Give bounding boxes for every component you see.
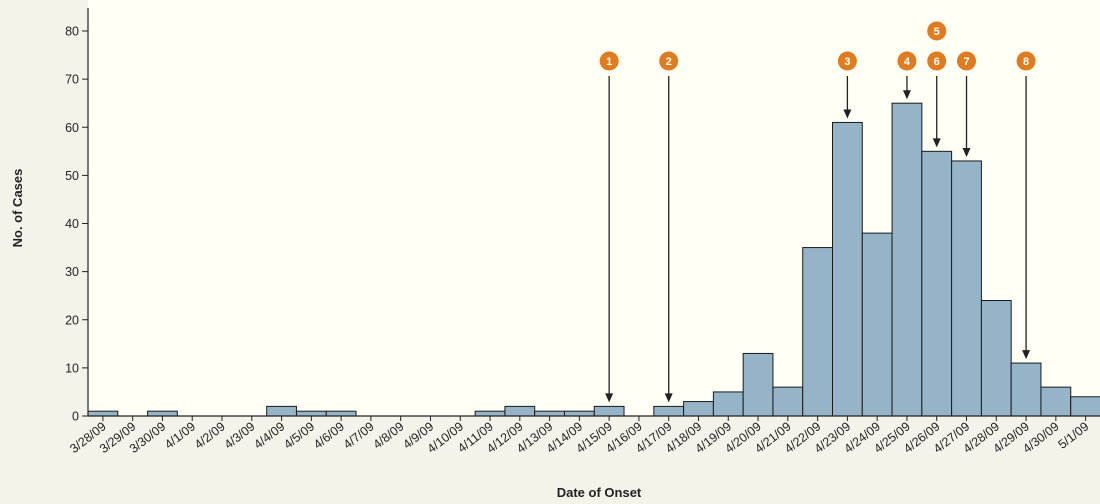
marker-label-6: 6 [934,56,940,68]
axes-group [82,8,1100,421]
marker-arrowhead-6 [932,138,941,148]
x-tick-label-4/8/09: 4/8/09 [371,419,407,451]
marker-arrowhead-1 [605,393,614,403]
marker-4 [897,51,917,71]
marker-label-2: 2 [666,56,672,68]
bar-4/25/09 [891,102,923,417]
bars-group [87,102,1100,417]
bar-4/12/09 [504,405,536,417]
y-tick-label-50: 50 [65,169,79,183]
bar-4/24/09 [861,232,893,417]
y-tick-label-60: 60 [65,121,79,135]
x-tick-label-4/1/09: 4/1/09 [162,419,198,451]
marker-6 [927,51,947,71]
bar-4/29/09 [1010,362,1042,417]
y-tick-label-30: 30 [65,265,79,279]
marker-5 [927,21,947,41]
y-tick-label-10: 10 [65,361,79,375]
y-tick-label-40: 40 [65,217,79,231]
bar-4/15/09 [593,405,625,417]
y-tick-label-80: 80 [65,25,79,39]
x-tick-label-4/2/09: 4/2/09 [192,419,228,451]
bar-4/13/09 [534,410,565,417]
y-tick-label-20: 20 [65,313,79,327]
bar-4/14/09 [563,410,595,417]
x-tick-labels: 3/28/093/29/093/30/094/1/094/2/094/3/094… [67,419,1091,456]
bar-4/30/09 [1040,386,1072,417]
bar-4/17/09 [653,405,685,417]
x-tick-label-4/6/09: 4/6/09 [311,419,347,451]
x-axis-title: Date of Onset [557,485,642,500]
bar-4/4/09 [266,405,297,417]
bar-4/27/09 [951,160,982,417]
annotation-markers: 1 2 3 4 5 6 7 8 [599,21,1036,403]
bar-4/22/09 [802,247,833,417]
marker-arrowhead-4 [902,90,911,100]
marker-label-4: 4 [904,56,911,68]
bar-4/19/09 [712,391,744,417]
marker-2 [659,51,679,71]
x-tick-label-4/3/09: 4/3/09 [222,419,258,451]
y-tick-label-0: 0 [72,410,79,424]
x-tick-label-4/7/09: 4/7/09 [341,419,377,451]
marker-label-1: 1 [606,56,612,68]
bar-4/18/09 [683,401,714,417]
marker-arrowhead-8 [1022,350,1031,360]
y-axis-title: No. of Cases [10,169,25,248]
y-tick-label-70: 70 [65,73,79,87]
bar-4/21/09 [772,386,804,417]
bar-4/28/09 [980,300,1012,417]
bar-4/23/09 [832,121,863,417]
marker-arrowhead-7 [962,147,971,157]
marker-3 [837,51,857,71]
bar-3/28/09 [87,410,119,417]
bar-4/26/09 [921,150,953,417]
marker-label-7: 7 [963,56,969,68]
y-tick-labels: 0 10 20 30 40 50 60 70 80 [65,25,79,424]
marker-7 [957,51,977,71]
marker-arrowhead-3 [843,109,852,119]
bar-4/20/09 [742,352,774,417]
x-tick-label-4/4/09: 4/4/09 [251,419,287,451]
x-tick-label-5/1/09: 5/1/09 [1055,419,1091,451]
bar-4/6/09 [325,410,357,417]
marker-label-3: 3 [844,56,850,68]
marker-label-5: 5 [934,26,940,38]
marker-1 [599,51,619,71]
bar-4/11/09 [474,410,506,417]
marker-arrowhead-2 [664,393,673,403]
bar-5/1/09 [1070,396,1100,417]
bar-3/30/09 [147,410,178,417]
marker-label-8: 8 [1023,56,1029,68]
x-tick-label-4/5/09: 4/5/09 [281,419,317,451]
marker-8 [1016,51,1036,71]
bar-4/5/09 [295,410,327,417]
